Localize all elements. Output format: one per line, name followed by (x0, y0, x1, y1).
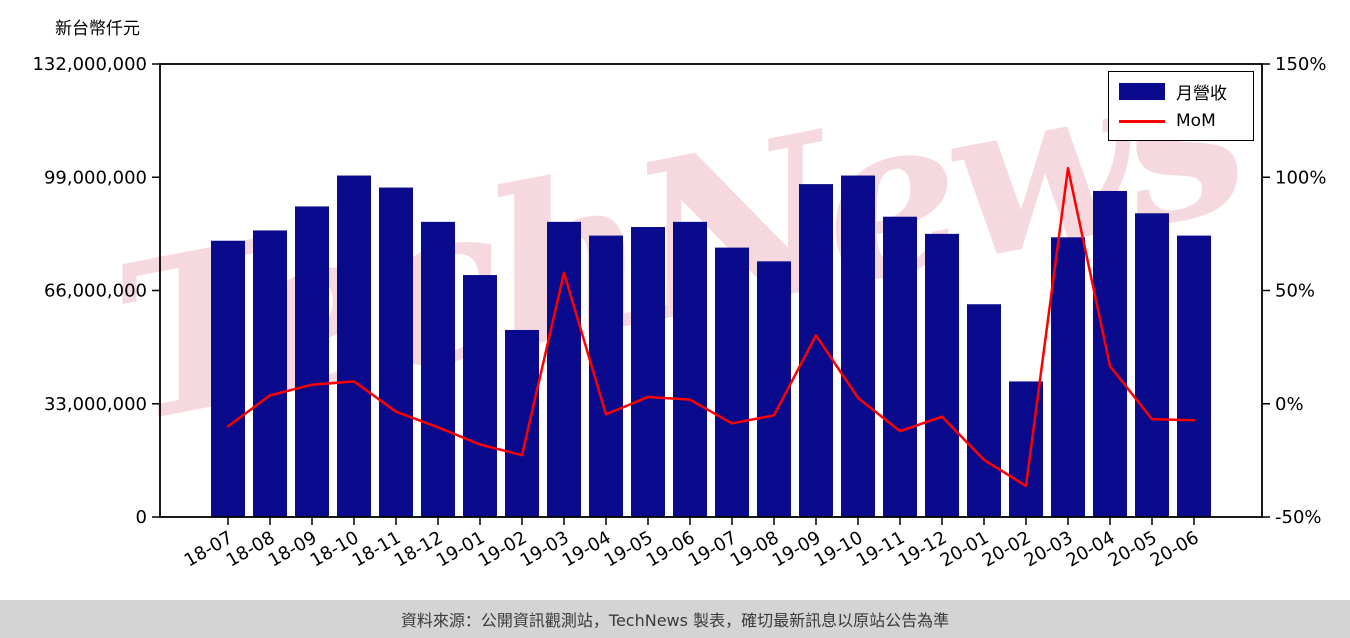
revenue-bar-20-06 (1177, 235, 1211, 517)
revenue-bar-19-03 (547, 221, 581, 517)
legend-label-mom: MoM (1176, 111, 1216, 131)
left-tick-label: 0 (136, 507, 147, 528)
revenue-bar-19-01 (463, 275, 497, 517)
revenue-mom-chart: 0 33,000,000 66,000,000 99,000,000 132,000,0… (32, 54, 1326, 571)
revenue-bar-19-11 (883, 216, 917, 517)
right-tick-label: -50% (1275, 507, 1322, 528)
revenue-bar-19-05 (631, 227, 665, 518)
revenue-bar-18-07 (211, 240, 245, 517)
revenue-bar-19-02 (505, 329, 539, 517)
revenue-bar-19-12 (925, 233, 959, 517)
revenue-bar-20-05 (1135, 213, 1169, 517)
source-footer: 資料來源：公開資訊觀測站，TechNews 製表，確切最新訊息以原站公告為準 (0, 600, 1350, 638)
mom-swatch (1119, 119, 1165, 123)
left-tick-label: 33,000,000 (44, 394, 147, 415)
revenue-swatch (1119, 82, 1165, 100)
revenue-bar-19-08 (757, 261, 791, 517)
y-axis-unit-label: 新台幣仟元 (55, 19, 140, 39)
chart-legend: 月營收 MoM (1108, 71, 1254, 141)
revenue-bar-18-08 (253, 230, 287, 517)
right-tick-label: 50% (1275, 281, 1315, 302)
right-tick-label: 150% (1275, 54, 1326, 75)
legend-item-mom: MoM (1119, 109, 1243, 133)
left-tick-label: 66,000,000 (44, 281, 147, 302)
mom-line (226, 166, 1196, 488)
legend-label-revenue: 月營收 (1176, 83, 1227, 104)
left-tick-label: 132,000,000 (32, 54, 147, 75)
revenue-bar-19-09 (799, 184, 833, 517)
revenue-bar-19-07 (715, 247, 749, 517)
revenue-bar-18-10 (337, 175, 371, 517)
revenue-bar-19-10 (841, 175, 875, 517)
right-tick-label: 100% (1275, 167, 1326, 188)
legend-item-revenue: 月營收 (1119, 79, 1243, 104)
revenue-bar-18-11 (379, 187, 413, 517)
revenue-bar-20-01 (967, 304, 1001, 517)
revenue-bar-18-12 (421, 221, 455, 517)
revenue-bar-20-03 (1051, 237, 1085, 517)
left-tick-label: 99,000,000 (44, 167, 147, 188)
revenue-bar-19-06 (673, 221, 707, 517)
revenue-bar-20-04 (1093, 190, 1127, 517)
right-tick-label: 0% (1275, 394, 1304, 415)
revenue-bar-18-09 (295, 206, 329, 517)
x-tick-label-20-06: 20-06 (1147, 527, 1203, 571)
